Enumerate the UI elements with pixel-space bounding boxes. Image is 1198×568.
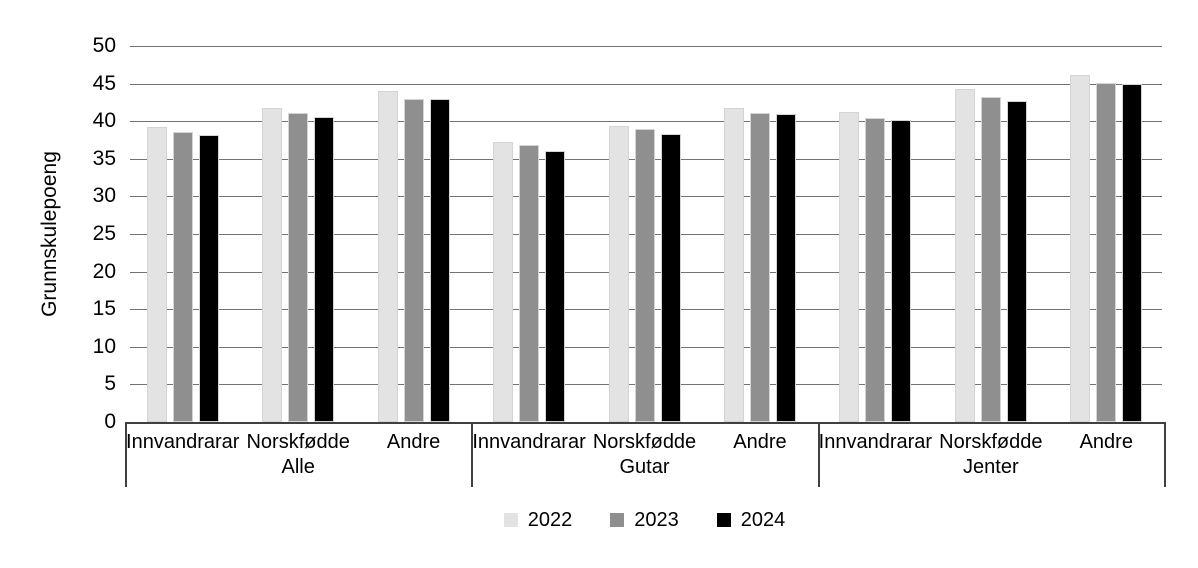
x-group-label-alle: Alle [281, 456, 315, 478]
x-group-label-jenter: Jenter [963, 456, 1019, 478]
y-tick-label-50: 50 [92, 34, 116, 57]
bar-2022-alle-norskfodde [262, 107, 283, 422]
group-separator-0 [125, 422, 127, 487]
x-category-label-gutar-norskfodde: Norskfødde [592, 431, 697, 453]
x-category-label-alle-norskfodde: Norskfødde [246, 431, 350, 453]
bar-2024-gutar-norskfodde [660, 133, 681, 422]
bar-2022-jenter-innvandrarar [839, 112, 860, 422]
y-tick-label-5: 5 [104, 372, 116, 396]
bar-2023-alle-norskfodde [288, 112, 309, 422]
bar-2022-alle-innvandrarar [146, 127, 167, 422]
bar-2023-alle-andre [403, 98, 424, 422]
bar-2024-gutar-innvandrarar [545, 150, 566, 422]
bar-2023-jenter-andre [1096, 82, 1117, 422]
legend-label-2022: 2022 [527, 509, 573, 531]
bar-2022-gutar-norskfodde [608, 125, 629, 422]
gridline-50 [130, 46, 1162, 47]
x-group-label-gutar: Gutar [619, 456, 670, 478]
bar-2023-jenter-innvandrarar [865, 118, 886, 422]
bar-2022-gutar-andre [723, 107, 744, 422]
x-category-label-alle-andre: Andre [386, 431, 441, 453]
group-separator-2 [817, 422, 820, 487]
legend-item-2022: 2022 [503, 509, 573, 531]
legend: 2022 2023 2024 [125, 509, 1164, 531]
bar-2022-alle-andre [377, 91, 398, 422]
y-tick-label-30: 30 [92, 184, 116, 208]
bar-2024-jenter-andre [1122, 83, 1143, 422]
legend-swatch-2024 [716, 513, 731, 527]
x-category-label-gutar-andre: Andre [733, 431, 787, 453]
x-category-label-alle-innvandrarar: Innvandrarar [126, 431, 240, 453]
bar-2024-alle-innvandrarar [198, 135, 219, 422]
y-tick-label-45: 45 [92, 71, 116, 95]
legend-swatch-2022 [503, 513, 518, 527]
group-separator-1 [471, 422, 474, 487]
bar-2024-jenter-norskfodde [1006, 100, 1027, 422]
bar-2022-gutar-innvandrarar [493, 141, 514, 422]
bar-2022-jenter-norskfodde [954, 88, 975, 422]
bar-2024-alle-norskfodde [314, 117, 335, 422]
legend-label-2023: 2023 [634, 509, 679, 531]
x-category-label-gutar-innvandrarar: Innvandrarar [472, 431, 586, 453]
bar-2023-gutar-innvandrarar [519, 144, 540, 422]
bar-2023-alle-innvandrarar [172, 131, 193, 422]
legend-swatch-2023 [610, 513, 625, 527]
legend-item-2024: 2024 [716, 509, 786, 531]
y-tick-label-0: 0 [104, 410, 116, 433]
bar-2024-jenter-innvandrarar [891, 119, 912, 422]
y-tick-label-25: 25 [92, 222, 116, 245]
legend-item-2023: 2023 [610, 510, 679, 530]
x-category-label-jenter-innvandrarar: Innvandrarar [818, 431, 933, 453]
bar-2023-gutar-norskfodde [634, 129, 655, 422]
x-category-label-jenter-norskfodde: Norskfødde [939, 431, 1043, 453]
bar-2023-jenter-norskfodde [980, 97, 1001, 422]
x-axis-baseline [125, 422, 1164, 424]
legend-label-2024: 2024 [740, 509, 786, 531]
bar-2022-jenter-andre [1070, 74, 1091, 422]
bar-2023-gutar-andre [749, 112, 770, 422]
y-tick-label-15: 15 [92, 297, 116, 321]
gridline-45 [130, 83, 1162, 85]
y-tick-label-10: 10 [92, 334, 116, 358]
group-separator-3 [1164, 422, 1166, 487]
bar-2024-gutar-andre [775, 113, 796, 422]
gridline-40 [130, 121, 1162, 123]
x-category-label-jenter-andre: Andre [1079, 431, 1133, 453]
y-tick-label-40: 40 [92, 109, 116, 133]
bar-2024-alle-andre [429, 99, 450, 422]
y-tick-label-35: 35 [92, 146, 116, 170]
y-tick-label-20: 20 [92, 259, 116, 283]
